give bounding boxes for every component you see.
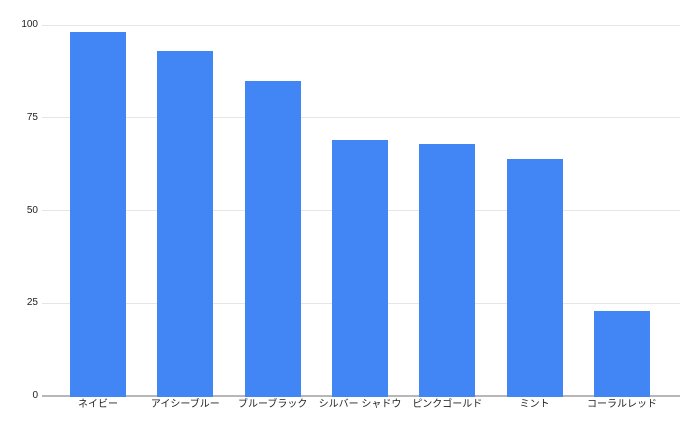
x-category-label: シルバー シャドウ <box>318 399 402 410</box>
bar <box>157 50 214 397</box>
y-tick-label: 75 <box>26 111 38 123</box>
x-category-label: ネイビー <box>78 399 118 410</box>
bar <box>593 310 650 397</box>
x-category-label: ミント <box>519 399 550 410</box>
bar <box>331 140 388 397</box>
gridline <box>42 117 680 119</box>
bar <box>419 143 476 397</box>
gridline <box>42 24 680 26</box>
x-category-label: ピンクゴールド <box>412 399 483 410</box>
x-category-label: アイシーブルー <box>150 399 220 410</box>
x-category-label: ブルーブラック <box>237 399 308 410</box>
y-tick-label: 50 <box>26 204 38 216</box>
bar <box>244 80 301 397</box>
x-category-label: コーラルレッド <box>586 399 657 410</box>
y-tick-label: 25 <box>26 297 38 309</box>
y-tick-label: 0 <box>32 390 38 401</box>
bar <box>70 32 126 397</box>
bar <box>506 158 563 397</box>
y-tick-label: 100 <box>21 19 38 30</box>
